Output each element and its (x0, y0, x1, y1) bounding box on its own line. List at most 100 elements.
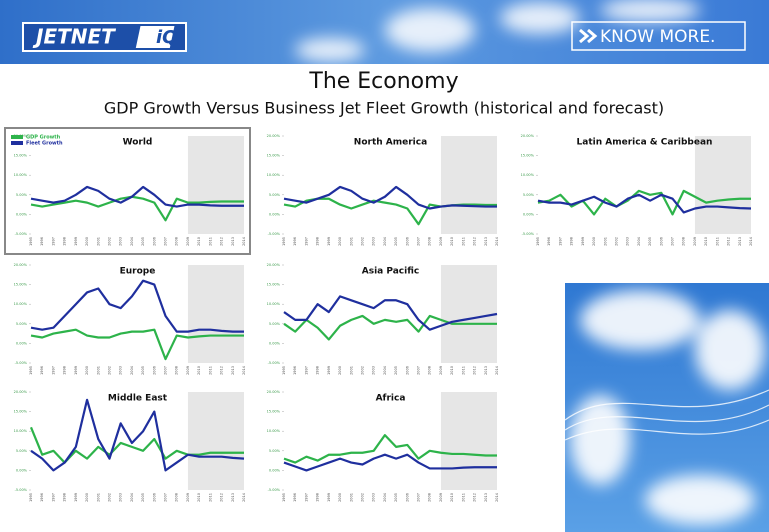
chart-title: Asia Pacific (362, 267, 419, 277)
y-tick-label: 5.00% (523, 193, 535, 197)
x-tick-label: 2014 (495, 492, 499, 502)
x-tick-label: 2003 (119, 493, 123, 502)
x-tick-label: 2005 (141, 237, 145, 246)
x-tick-label: 2003 (372, 366, 376, 375)
y-tick-label: 0.00% (269, 468, 281, 472)
x-tick-label: 2001 (349, 237, 353, 246)
x-tick-label: 2010 (197, 493, 201, 502)
y-tick-label: 15.00% (267, 283, 281, 287)
x-tick-label: 2009 (693, 237, 697, 246)
y-tick-label: 20.00% (267, 390, 281, 394)
x-tick-label: 2003 (119, 366, 123, 375)
x-tick-label: 1996 (40, 237, 44, 246)
x-tick-label: 2006 (405, 493, 409, 502)
x-tick-label: 2002 (614, 237, 618, 246)
y-tick-label: 0.00% (523, 212, 535, 216)
x-tick-label: 2006 (152, 366, 156, 375)
x-tick-label: 2005 (141, 366, 145, 375)
x-tick-label: 2003 (626, 237, 630, 246)
x-tick-label: 1997 (304, 493, 308, 502)
y-tick-label: 0.00% (16, 212, 28, 216)
x-tick-label: 1996 (293, 493, 297, 502)
y-tick-label: 20.00% (521, 134, 535, 138)
x-tick-label: 2013 (484, 366, 488, 375)
y-tick-label: 15.00% (14, 410, 28, 414)
x-tick-label: 2008 (682, 237, 686, 246)
x-tick-label: 2011 (208, 237, 212, 246)
x-tick-label: 2011 (715, 237, 719, 246)
x-tick-label: 2002 (360, 237, 364, 246)
x-tick-label: 2011 (208, 493, 212, 502)
logo-text: JETNET (32, 25, 116, 49)
x-tick-label: 2002 (107, 493, 111, 502)
x-tick-label: 1997 (51, 493, 55, 502)
y-tick-label: 5.00% (269, 449, 281, 453)
x-tick-label: 2013 (231, 493, 235, 502)
x-tick-label: 2002 (360, 493, 364, 502)
y-tick-label: 10.00% (521, 173, 535, 177)
button-label[interactable]: KNOW MORE. (600, 27, 715, 47)
x-tick-label: 2004 (130, 492, 134, 502)
x-tick-label: 1996 (40, 493, 44, 502)
x-tick-label: 2008 (175, 366, 179, 375)
y-tick-label: 10.00% (267, 173, 281, 177)
x-tick-label: 1998 (63, 493, 67, 502)
x-tick-label: 2007 (417, 366, 421, 375)
x-tick-label: 1995 (29, 493, 33, 502)
x-tick-label: 2013 (484, 493, 488, 502)
x-tick-label: 2007 (164, 493, 168, 502)
chart: -5.00%0.00%5.00%10.00%15.00%20.00%199519… (14, 390, 246, 502)
x-tick-label: 2012 (220, 366, 224, 375)
logo-badge: iQ (156, 27, 177, 48)
x-tick-label: 2001 (603, 237, 607, 246)
x-tick-label: 2000 (592, 237, 596, 246)
x-tick-label: 2006 (405, 237, 409, 246)
x-tick-label: 2009 (439, 366, 443, 375)
x-tick-label: 2012 (727, 237, 731, 246)
x-tick-label: 2006 (659, 237, 663, 246)
x-tick-label: 2000 (85, 237, 89, 246)
y-tick-label: -5.00% (268, 488, 281, 492)
y-tick-label: 20.00% (14, 390, 28, 394)
x-tick-label: 2003 (372, 237, 376, 246)
x-tick-label: 2000 (338, 237, 342, 246)
x-tick-label: 2002 (107, 237, 111, 246)
slide-subtitle: GDP Growth Versus Business Jet Fleet Gro… (104, 99, 664, 118)
x-tick-label: 2011 (461, 237, 465, 246)
y-tick-label: 10.00% (14, 173, 28, 177)
chart-title: North America (354, 138, 427, 148)
x-tick-label: 2000 (338, 366, 342, 375)
y-tick-label: 0.00% (16, 341, 28, 345)
x-tick-label: 1997 (51, 366, 55, 375)
x-tick-label: 2007 (671, 237, 675, 246)
y-tick-label: -5.00% (15, 488, 28, 492)
y-tick-label: 10.00% (14, 302, 28, 306)
x-tick-label: 1999 (327, 237, 331, 246)
sky-image (565, 283, 769, 532)
x-tick-label: 1999 (74, 493, 78, 502)
x-tick-label: 2002 (360, 366, 364, 375)
y-tick-label: 15.00% (14, 283, 28, 287)
y-tick-label: 10.00% (267, 429, 281, 433)
x-tick-label: 2014 (242, 492, 246, 502)
x-tick-label: 2007 (417, 493, 421, 502)
x-tick-label: 2007 (417, 237, 421, 246)
x-tick-label: 2000 (85, 493, 89, 502)
x-tick-label: 2014 (495, 365, 499, 375)
x-tick-label: 2012 (220, 493, 224, 502)
forecast-region (188, 265, 244, 363)
x-tick-label: 1999 (327, 366, 331, 375)
x-tick-label: 2011 (461, 493, 465, 502)
x-tick-label: 1997 (304, 366, 308, 375)
y-tick-label: 20.00% (267, 134, 281, 138)
x-tick-label: 2011 (461, 366, 465, 375)
x-tick-label: 1998 (63, 237, 67, 246)
x-tick-label: 2012 (473, 493, 477, 502)
x-tick-label: 1996 (40, 366, 44, 375)
y-tick-label: 20.00% (14, 263, 28, 267)
x-tick-label: 2013 (738, 237, 742, 246)
y-tick-label: 20.00% (267, 263, 281, 267)
y-tick-label: 15.00% (521, 154, 535, 158)
forecast-region (188, 392, 244, 490)
y-tick-label: -5.00% (15, 232, 28, 236)
